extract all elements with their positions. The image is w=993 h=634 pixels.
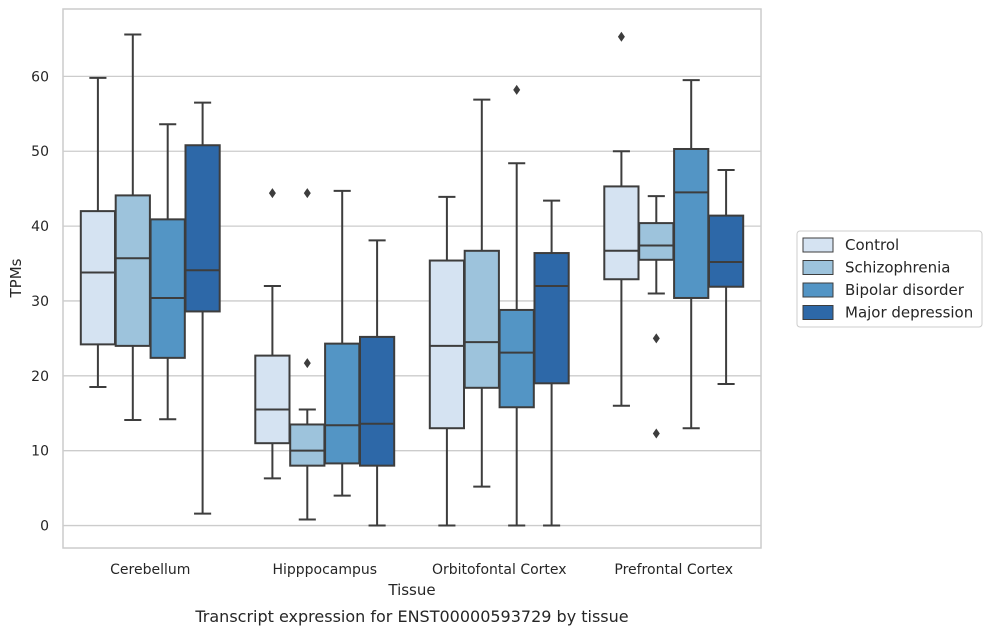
legend-swatch bbox=[802, 282, 834, 298]
y-tick-label: 60 bbox=[31, 69, 49, 85]
legend-entry-label: Control bbox=[845, 236, 899, 254]
outlier-point bbox=[513, 84, 521, 95]
iqr-box bbox=[428, 259, 466, 430]
iqr-box bbox=[533, 252, 570, 385]
x-tick-label: Cerebellum bbox=[110, 562, 190, 578]
box-schizophrenia bbox=[114, 33, 151, 421]
legend-entry-label: Bipolar disorder bbox=[845, 281, 965, 299]
outlier-point bbox=[652, 428, 660, 439]
outlier-point bbox=[303, 358, 311, 369]
legend-entry-label: Schizophrenia bbox=[845, 259, 950, 277]
chart-caption: Transcript expression for ENST0000059372… bbox=[194, 607, 628, 626]
legend-swatch bbox=[802, 305, 834, 320]
iqr-box bbox=[289, 423, 326, 467]
iqr-box bbox=[463, 249, 500, 389]
y-tick-label: 30 bbox=[31, 294, 49, 310]
x-tick-label: Orbitofontal Cortex bbox=[432, 562, 567, 578]
iqr-box bbox=[673, 147, 710, 299]
iqr-box bbox=[603, 185, 640, 281]
iqr-box bbox=[184, 144, 221, 313]
iqr-box bbox=[149, 218, 186, 359]
iqr-box bbox=[707, 214, 745, 288]
x-tick-labels: Cerebellum Hipppocampus Orbitofontal Corte… bbox=[110, 562, 733, 578]
box-control bbox=[428, 195, 466, 527]
box-bipolar-disorder bbox=[149, 123, 186, 421]
y-tick-label: 0 bbox=[40, 519, 49, 535]
x-axis-label: Tissue bbox=[387, 581, 435, 599]
box-major-depression bbox=[533, 199, 570, 527]
outlier-point bbox=[652, 333, 660, 344]
box-major-depression bbox=[358, 239, 396, 527]
legend: Control Schizophrenia Bipolar disorder Majo… bbox=[796, 230, 983, 328]
iqr-box bbox=[79, 210, 117, 346]
y-tick-labels: 0 10 20 30 40 50 60 bbox=[31, 69, 49, 534]
y-tick-label: 40 bbox=[31, 219, 49, 235]
box-bipolar-disorder bbox=[324, 189, 361, 497]
outlier-point bbox=[268, 188, 276, 199]
y-tick-label: 50 bbox=[31, 144, 49, 160]
box-schizophrenia bbox=[463, 98, 500, 488]
y-tick-label: 10 bbox=[31, 444, 49, 460]
legend-swatch bbox=[802, 260, 834, 275]
y-tick-label: 20 bbox=[31, 369, 49, 385]
boxes bbox=[79, 31, 745, 527]
iqr-box bbox=[498, 308, 535, 409]
iqr-box bbox=[638, 222, 675, 261]
box-schizophrenia bbox=[289, 188, 326, 521]
legend-frame bbox=[796, 230, 983, 328]
box-major-depression bbox=[184, 101, 221, 515]
iqr-box bbox=[358, 335, 396, 467]
legend-swatch bbox=[802, 237, 834, 253]
iqr-box bbox=[324, 342, 361, 465]
box-major-depression bbox=[707, 168, 745, 386]
iqr-box bbox=[114, 194, 151, 347]
x-tick-label: Hipppocampus bbox=[272, 562, 377, 578]
box-control bbox=[79, 76, 117, 389]
outlier-point bbox=[303, 188, 311, 199]
plot-area-frame bbox=[62, 8, 762, 549]
y-axis-label: TPMs bbox=[7, 258, 25, 298]
box-control bbox=[603, 31, 640, 407]
x-tick-label: Prefrontal Cortex bbox=[614, 562, 733, 578]
box-bipolar-disorder bbox=[498, 84, 535, 527]
box-control bbox=[254, 188, 291, 480]
legend-entry-label: Major depression bbox=[845, 304, 973, 322]
iqr-box bbox=[254, 354, 291, 445]
outlier-point bbox=[617, 31, 625, 42]
box-schizophrenia bbox=[638, 195, 675, 439]
